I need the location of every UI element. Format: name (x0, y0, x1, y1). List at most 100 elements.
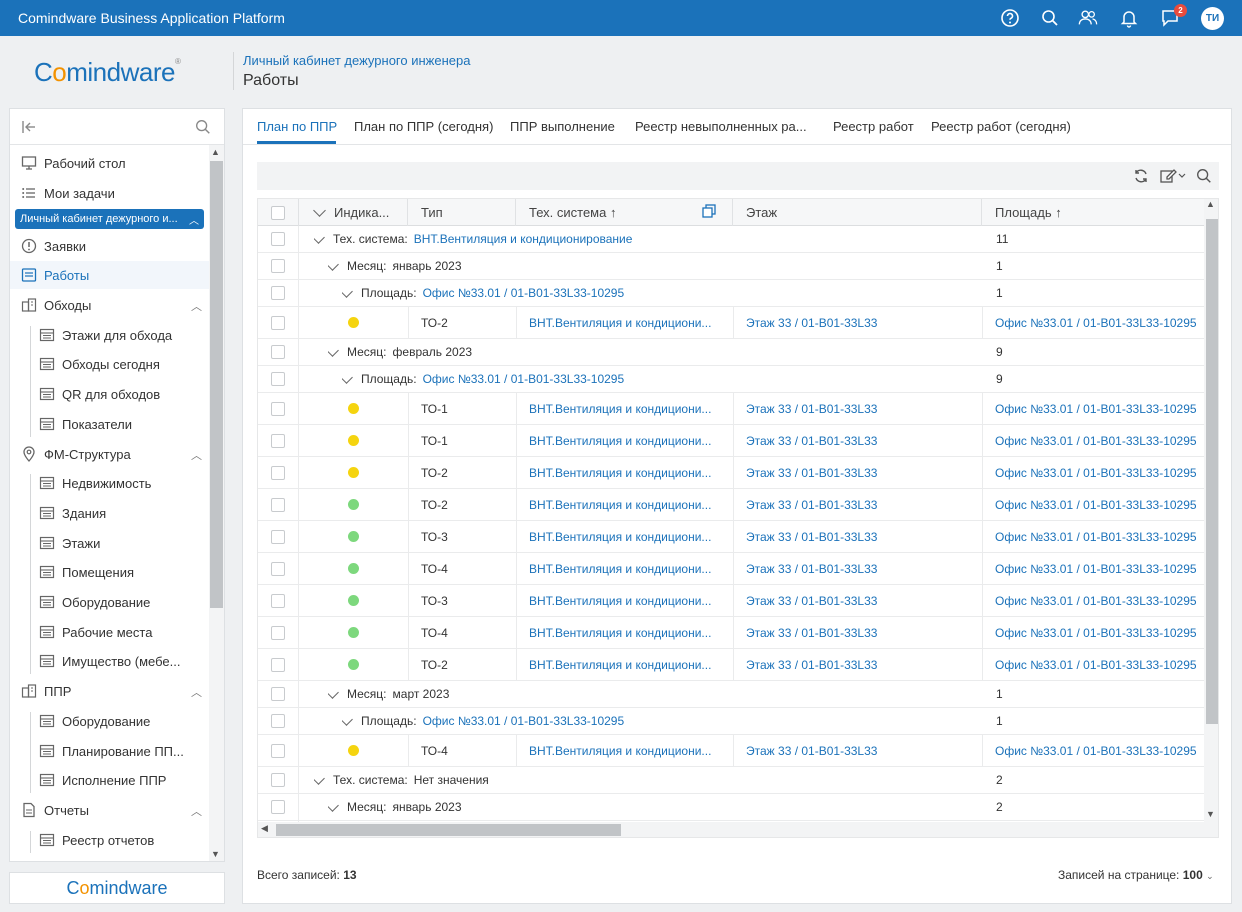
sidebar-item-0[interactable]: Рабочий стол (10, 149, 210, 177)
sidebar-item-4[interactable]: Работы (10, 261, 210, 289)
row-checkbox[interactable] (271, 529, 285, 544)
grid-scroll-left-icon[interactable]: ◀ (261, 823, 268, 833)
row-checkbox[interactable] (271, 465, 285, 480)
scroll-up-icon[interactable]: ▲ (211, 147, 220, 157)
sidebar-item-11[interactable]: Недвижимость (10, 469, 210, 497)
header-system[interactable]: Тех. система ↑ (516, 199, 733, 226)
chevron-up-icon[interactable]: ︿ (191, 450, 202, 462)
tab-plan-ppr[interactable]: План по ППР (257, 119, 338, 134)
sidebar-item-23[interactable]: Реестр отчетов (10, 826, 210, 854)
header-floor[interactable]: Этаж (733, 199, 982, 226)
search-icon[interactable] (1040, 8, 1060, 28)
cell-floor[interactable]: Этаж 33 / 01-B01-33L33 (746, 401, 878, 416)
sidebar-item-13[interactable]: Этажи (10, 529, 210, 557)
cell-system[interactable]: ВНТ.Вентиляция и кондициони... (529, 593, 712, 608)
sidebar-item-5[interactable]: Обходы ︿ (10, 291, 210, 319)
row-checkbox[interactable] (271, 714, 285, 728)
chevron-down-icon[interactable] (328, 685, 339, 699)
collapse-all-icon[interactable] (313, 204, 326, 217)
row-checkbox[interactable] (271, 259, 285, 273)
row-checkbox[interactable] (271, 286, 285, 300)
cell-system[interactable]: ВНТ.Вентиляция и кондициони... (529, 401, 712, 416)
cell-floor[interactable]: Этаж 33 / 01-B01-33L33 (746, 433, 878, 448)
cell-area[interactable]: Офис №33.01 / 01-B01-33L33-10295 (995, 465, 1197, 480)
cell-system[interactable]: ВНТ.Вентиляция и кондициони... (529, 465, 712, 480)
row-checkbox[interactable] (271, 561, 285, 576)
group-value[interactable]: Офис №33.01 / 01-B01-33L33-10295 (422, 286, 625, 300)
row-checkbox[interactable] (271, 657, 285, 672)
tab-ppr-execution[interactable]: ППР выполнение (510, 119, 615, 134)
group-value[interactable]: Офис №33.01 / 01-B01-33L33-10295 (422, 372, 625, 386)
cell-area[interactable]: Офис №33.01 / 01-B01-33L33-10295 (995, 593, 1197, 608)
chevron-down-icon[interactable] (314, 230, 325, 244)
row-checkbox[interactable] (271, 625, 285, 640)
grid-scroll-down-icon[interactable]: ▼ (1206, 809, 1215, 819)
sidebar-item-15[interactable]: Оборудование (10, 588, 210, 616)
row-checkbox[interactable] (271, 315, 285, 330)
row-checkbox[interactable] (271, 800, 285, 814)
cell-floor[interactable]: Этаж 33 / 01-B01-33L33 (746, 593, 878, 608)
header-type[interactable]: Тип (408, 199, 516, 226)
bell-icon[interactable] (1119, 8, 1139, 28)
sidebar-item-16[interactable]: Рабочие места (10, 618, 210, 646)
chevron-up-icon[interactable]: ︿ (191, 301, 202, 313)
grid-vertical-scroll-thumb[interactable] (1206, 219, 1218, 724)
sidebar-item-6[interactable]: Этажи для обхода (10, 321, 210, 349)
sidebar-item-12[interactable]: Здания (10, 499, 210, 527)
copy-icon[interactable] (702, 204, 716, 221)
cell-floor[interactable]: Этаж 33 / 01-B01-33L33 (746, 497, 878, 512)
sidebar-item-7[interactable]: Обходы сегодня (10, 350, 210, 378)
cell-system[interactable]: ВНТ.Вентиляция и кондициони... (529, 529, 712, 544)
cell-system[interactable]: ВНТ.Вентиляция и кондициони... (529, 657, 712, 672)
grid-scroll-up-icon[interactable]: ▲ (1206, 199, 1215, 209)
row-checkbox[interactable] (271, 345, 285, 359)
scroll-down-icon[interactable]: ▼ (211, 849, 220, 859)
refresh-icon[interactable] (1133, 168, 1149, 187)
tab-unfinished-registry[interactable]: Реестр невыполненных ра... (635, 119, 807, 134)
sidebar-item-14[interactable]: Помещения (10, 558, 210, 586)
chevron-up-icon[interactable]: ︿ (191, 806, 202, 818)
breadcrumb[interactable]: Личный кабинет дежурного инженера (243, 53, 471, 68)
header-indicator[interactable]: Индика... (299, 199, 408, 226)
row-checkbox[interactable] (271, 433, 285, 448)
sidebar-item-10[interactable]: ФМ-Структура ︿ (10, 440, 210, 468)
tab-work-registry[interactable]: Реестр работ (833, 119, 914, 134)
chevron-down-icon[interactable] (314, 771, 325, 785)
tab-work-registry-today[interactable]: Реестр работ (сегодня) (931, 119, 1071, 134)
cell-area[interactable]: Офис №33.01 / 01-B01-33L33-10295 (995, 401, 1197, 416)
sidebar-item-18[interactable]: ППР ︿ (10, 677, 210, 705)
chevron-down-icon[interactable] (342, 370, 353, 384)
group-value[interactable]: ВНТ.Вентиляция и кондиционирование (413, 232, 633, 246)
cell-area[interactable]: Офис №33.01 / 01-B01-33L33-10295 (995, 433, 1197, 448)
sidebar-item-3[interactable]: Заявки (10, 232, 210, 260)
chevron-down-icon[interactable] (342, 712, 353, 726)
row-checkbox[interactable] (271, 687, 285, 701)
row-checkbox[interactable] (271, 232, 285, 246)
cell-area[interactable]: Офис №33.01 / 01-B01-33L33-10295 (995, 625, 1197, 640)
chevron-down-icon[interactable] (328, 257, 339, 271)
chevron-up-icon[interactable]: ︿ (191, 687, 202, 699)
sidebar-item-21[interactable]: Исполнение ППР (10, 766, 210, 794)
group-value[interactable]: Офис №33.01 / 01-B01-33L33-10295 (422, 714, 625, 728)
sidebar-item-17[interactable]: Имущество (мебе... (10, 647, 210, 675)
row-checkbox[interactable] (271, 593, 285, 608)
sidebar-search-icon[interactable] (194, 118, 212, 139)
avatar[interactable]: ТИ (1201, 7, 1224, 30)
grid-horizontal-scroll-thumb[interactable] (276, 824, 621, 836)
sidebar-item-1[interactable]: Мои задачи (10, 179, 210, 207)
cell-system[interactable]: ВНТ.Вентиляция и кондициони... (529, 315, 712, 330)
chevron-down-icon[interactable] (328, 798, 339, 812)
collapse-sidebar-icon[interactable] (21, 119, 37, 138)
select-all-checkbox[interactable] (271, 205, 285, 220)
sidebar-item-9[interactable]: Показатели (10, 410, 210, 438)
cell-system[interactable]: ВНТ.Вентиляция и кондициони... (529, 497, 712, 512)
cell-floor[interactable]: Этаж 33 / 01-B01-33L33 (746, 625, 878, 640)
cell-area[interactable]: Офис №33.01 / 01-B01-33L33-10295 (995, 743, 1197, 758)
grid-search-icon[interactable] (1195, 167, 1213, 188)
cell-floor[interactable]: Этаж 33 / 01-B01-33L33 (746, 529, 878, 544)
cell-area[interactable]: Офис №33.01 / 01-B01-33L33-10295 (995, 315, 1197, 330)
sidebar-item-20[interactable]: Планирование ПП... (10, 737, 210, 765)
records-per-page[interactable]: Записей на странице: 100 ⌄ (1058, 868, 1214, 882)
sidebar-scroll-thumb[interactable] (210, 161, 223, 608)
cell-area[interactable]: Офис №33.01 / 01-B01-33L33-10295 (995, 497, 1197, 512)
